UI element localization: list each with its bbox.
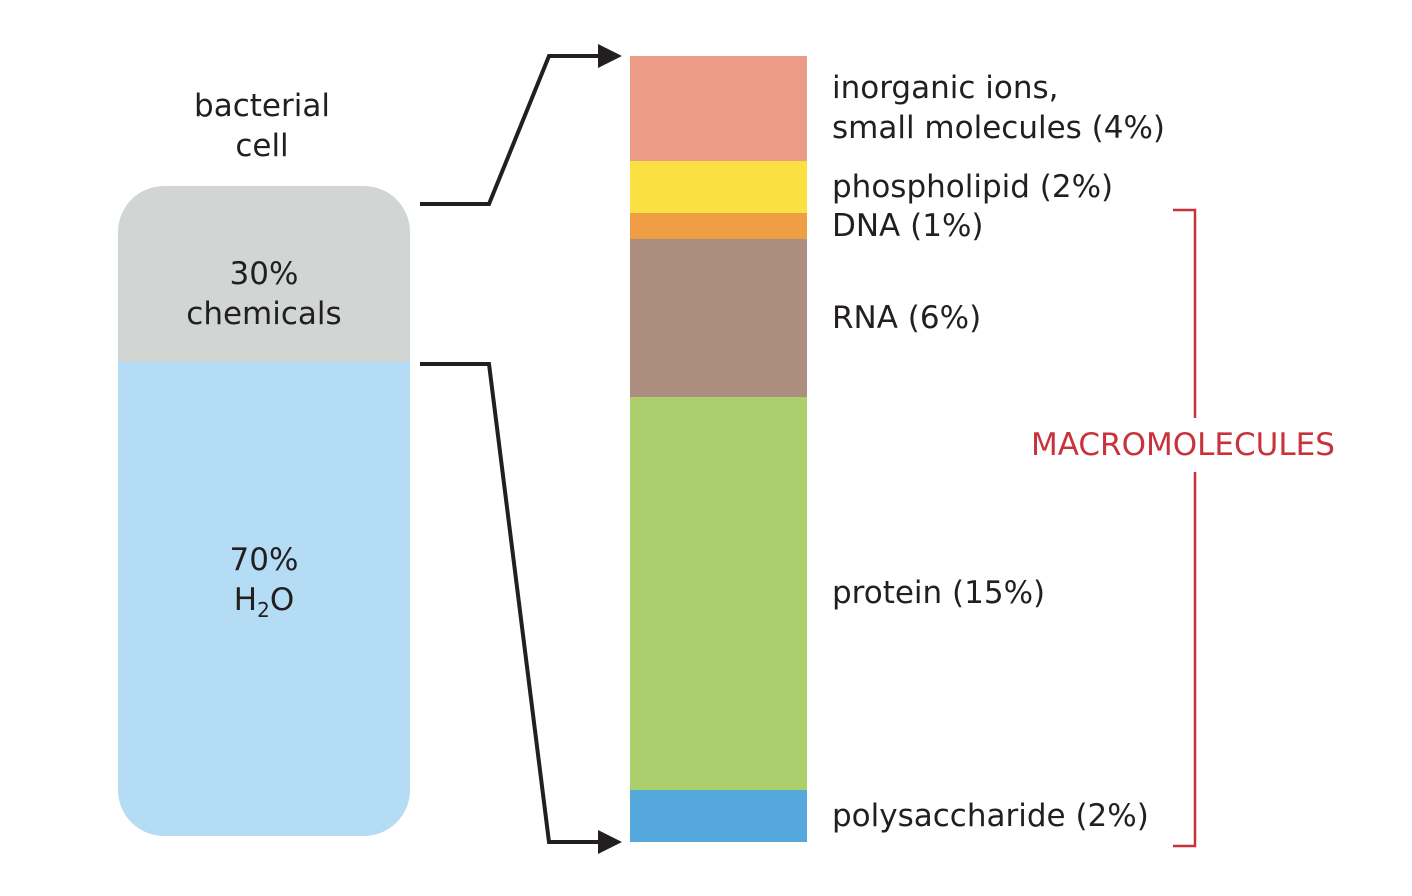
component-label-line-1: inorganic ions,	[832, 70, 1059, 107]
component-label-line-1: polysaccharide (2%)	[832, 797, 1149, 834]
cell-title: bacterial cell	[150, 86, 374, 166]
component-label-5: polysaccharide (2%)	[832, 796, 1149, 836]
bar-segment-3	[630, 239, 807, 398]
water-label: 70% H2O	[118, 540, 410, 620]
water-percent: 70%	[229, 542, 299, 578]
component-label-4: protein (15%)	[832, 573, 1045, 613]
water-formula-subscript: 2	[257, 598, 270, 623]
component-label-0: inorganic ions, small molecules (4%)	[832, 68, 1165, 148]
composition-bar	[630, 56, 807, 843]
bar-segment-2	[630, 213, 807, 240]
component-label-line-1: phospholipid (2%)	[832, 169, 1114, 205]
chemicals-label: 30% chemicals	[118, 254, 410, 334]
water-formula-h: H	[233, 582, 258, 618]
bar-segment-1	[630, 160, 807, 214]
component-label-3: RNA (6%)	[832, 298, 981, 338]
component-label-line-1: protein (15%)	[832, 575, 1046, 612]
water-formula: H2O	[118, 580, 410, 620]
bar-segment-0	[630, 56, 807, 162]
cell-water-region: 70% H2O	[118, 362, 410, 836]
arrowhead-bottom-icon	[598, 830, 622, 854]
component-label-2: DNA (1%)	[832, 206, 984, 246]
macromolecules-bracket	[1173, 208, 1197, 848]
cell-title-line-1: bacterial	[194, 88, 330, 124]
connector-bottom-arrow	[420, 362, 608, 844]
water-formula-o: O	[269, 582, 295, 618]
chemicals-percent: 30%	[229, 256, 299, 292]
component-label-line-1: DNA (1%)	[832, 208, 984, 245]
component-label-1: phospholipid (2%)	[832, 167, 1113, 207]
component-label-line-2: small molecules (4%)	[832, 110, 1166, 147]
chemicals-text: chemicals	[186, 296, 342, 332]
cell-chemicals-region: 30% chemicals	[118, 186, 410, 362]
connector-top-arrow	[420, 54, 608, 206]
bacterial-cell: 30% chemicals 70% H2O	[118, 186, 410, 836]
bar-segment-4	[630, 396, 807, 791]
component-label-line-1: RNA (6%)	[832, 300, 982, 336]
macromolecules-label: MACROMOLECULES	[1029, 425, 1337, 465]
arrowhead-top-icon	[598, 44, 622, 68]
cell-title-line-2: cell	[235, 128, 289, 164]
bar-segment-5	[630, 789, 807, 843]
